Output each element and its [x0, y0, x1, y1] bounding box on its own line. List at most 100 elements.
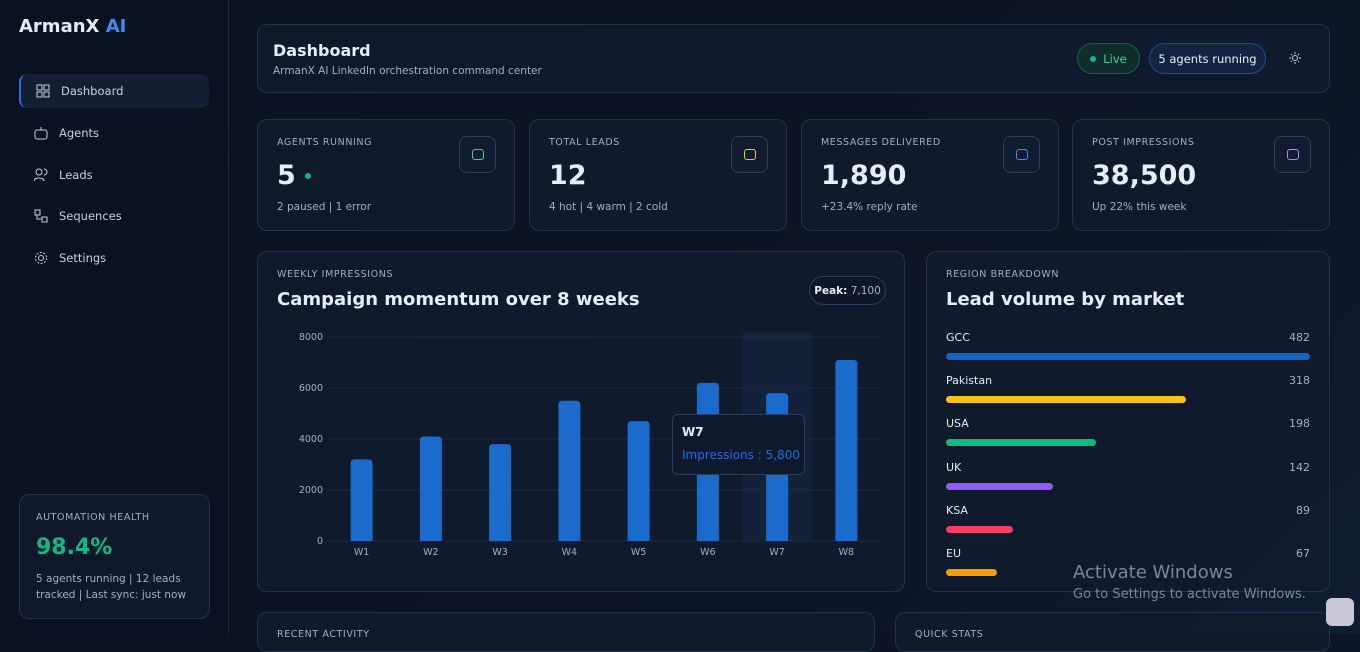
- nav-icon: [34, 209, 48, 223]
- health-value: 98.4%: [36, 535, 113, 560]
- health-note: 5 agents running | 12 leads tracked | La…: [36, 573, 187, 601]
- region-label: GCC: [946, 331, 970, 344]
- y-tick-label: 0: [317, 536, 323, 547]
- region-bar: [946, 396, 1187, 404]
- region-bar: [946, 525, 1014, 533]
- header-subtitle: ArmanX AI LinkedIn orchestration command…: [273, 65, 542, 77]
- corner-widget[interactable]: [1326, 598, 1354, 626]
- live-pill: Live: [1077, 43, 1140, 74]
- region-bar: [946, 353, 1310, 360]
- stat-note: +23.4% reply rate: [821, 201, 918, 213]
- region-bar: [946, 569, 997, 576]
- stat-label: AGENTS RUNNING: [277, 137, 373, 148]
- x-tick-label: W7: [769, 547, 784, 558]
- header-title: Dashboard: [273, 41, 371, 60]
- nav-item[interactable]: Sequences: [19, 199, 209, 233]
- region-bar: [946, 439, 1096, 447]
- stat-icon: [1274, 136, 1311, 173]
- chart-kicker: WEEKLY IMPRESSIONS: [277, 269, 394, 280]
- stat-card: MESSAGES DELIVERED 1,890 +23.4% reply rate: [801, 119, 1059, 231]
- bar: [627, 421, 650, 541]
- nav-item[interactable]: Leads: [19, 158, 209, 192]
- region-label: USA: [946, 417, 969, 431]
- nav-icon: [34, 168, 48, 182]
- chart-title: Campaign momentum over 8 weeks: [277, 289, 640, 310]
- header: Dashboard ArmanX AI LinkedIn orchestrati…: [257, 24, 1330, 93]
- health-title: AUTOMATION HEALTH: [36, 512, 150, 523]
- region-label: UK: [946, 460, 962, 474]
- agents-pill: 5 agents running: [1149, 43, 1266, 74]
- watermark-title: Activate Windows: [1073, 562, 1233, 583]
- stat-icon-glyph: [743, 149, 756, 160]
- live-label: Live: [1103, 51, 1127, 66]
- nav-label: Settings: [59, 251, 107, 265]
- region-card: REGION BREAKDOWN Lead volume by market G…: [926, 251, 1330, 592]
- region-value: 482: [1289, 331, 1310, 344]
- stat-icon: [731, 136, 768, 173]
- health-card: AUTOMATION HEALTH 98.4% 5 agents running…: [19, 494, 210, 619]
- quickstats-card: QUICK STATS: [895, 612, 1330, 652]
- peak-label: Peak:: [814, 284, 848, 297]
- region-label: EU: [946, 547, 962, 560]
- x-tick-label: W2: [423, 547, 438, 558]
- bar: [558, 400, 581, 541]
- nav-item[interactable]: Settings: [19, 241, 209, 275]
- region-value: 198: [1289, 417, 1310, 431]
- activity-card: RECENT ACTIVITY: [257, 612, 875, 652]
- stat-card: POST IMPRESSIONS 38,500 Up 22% this week: [1072, 119, 1330, 231]
- region-title: Lead volume by market: [946, 289, 1185, 310]
- stat-icon-glyph: [471, 149, 484, 160]
- x-tick-label: W3: [492, 547, 507, 558]
- y-tick-label: 2000: [299, 485, 323, 496]
- stat-note: 4 hot | 4 warm | 2 cold: [549, 201, 668, 213]
- stat-value: 5: [277, 160, 296, 191]
- y-tick-label: 4000: [299, 434, 323, 445]
- bar-chart: 0 2000 4000 6000 8000 W1 W2 W3 W4 W5 W6 W7 W8: [299, 332, 881, 558]
- stat-value: 12: [549, 160, 587, 191]
- tooltip-title: W7: [682, 425, 704, 439]
- stat-icon: [1003, 136, 1040, 173]
- nav-label: Dashboard: [61, 84, 124, 98]
- bar: [489, 444, 512, 541]
- region-value: 67: [1296, 547, 1310, 560]
- region-label: Pakistan: [946, 374, 993, 388]
- sidebar: ArmanX AI Dashboard Agents Leads Sequenc…: [0, 0, 229, 634]
- region-label: KSA: [946, 503, 968, 517]
- bar: [350, 459, 373, 541]
- stat-note: 2 paused | 1 error: [277, 201, 372, 213]
- nav-label: Leads: [59, 168, 93, 182]
- stat-value: 1,890: [821, 160, 907, 191]
- stat-icon-glyph: [1015, 149, 1028, 160]
- nav-item[interactable]: Dashboard: [19, 74, 209, 108]
- region-value: 89: [1296, 503, 1310, 517]
- logo-text: ArmanX: [19, 16, 100, 37]
- quickstats-title: QUICK STATS: [915, 629, 984, 640]
- stat-value: 38,500: [1092, 160, 1197, 191]
- chart-card: WEEKLY IMPRESSIONS Campaign momentum ove…: [257, 251, 905, 592]
- watermark-text: Go to Settings to activate Windows.: [1073, 587, 1306, 602]
- stat-label: TOTAL LEADS: [549, 137, 620, 148]
- region-value: 318: [1289, 374, 1310, 388]
- region-bar: [946, 482, 1054, 490]
- bar: [419, 436, 442, 541]
- activity-title: RECENT ACTIVITY: [277, 629, 370, 640]
- x-tick-label: W8: [839, 547, 854, 558]
- nav-label: Agents: [59, 126, 100, 140]
- logo-accent: AI: [105, 16, 127, 37]
- nav-label: Sequences: [59, 209, 122, 223]
- nav-icon: [34, 127, 48, 140]
- peak-value: 7,100: [850, 284, 881, 297]
- theme-toggle[interactable]: [1289, 52, 1301, 64]
- region-kicker: REGION BREAKDOWN: [946, 269, 1060, 280]
- stat-label: POST IMPRESSIONS: [1092, 137, 1195, 148]
- x-tick-label: W1: [354, 547, 369, 558]
- x-tick-label: W6: [700, 547, 715, 558]
- status-dot: [305, 173, 311, 179]
- nav-item[interactable]: Agents: [19, 116, 209, 150]
- stat-icon: [459, 136, 496, 173]
- nav-icon: [36, 84, 50, 98]
- stat-label: MESSAGES DELIVERED: [821, 137, 941, 148]
- bar: [835, 359, 858, 541]
